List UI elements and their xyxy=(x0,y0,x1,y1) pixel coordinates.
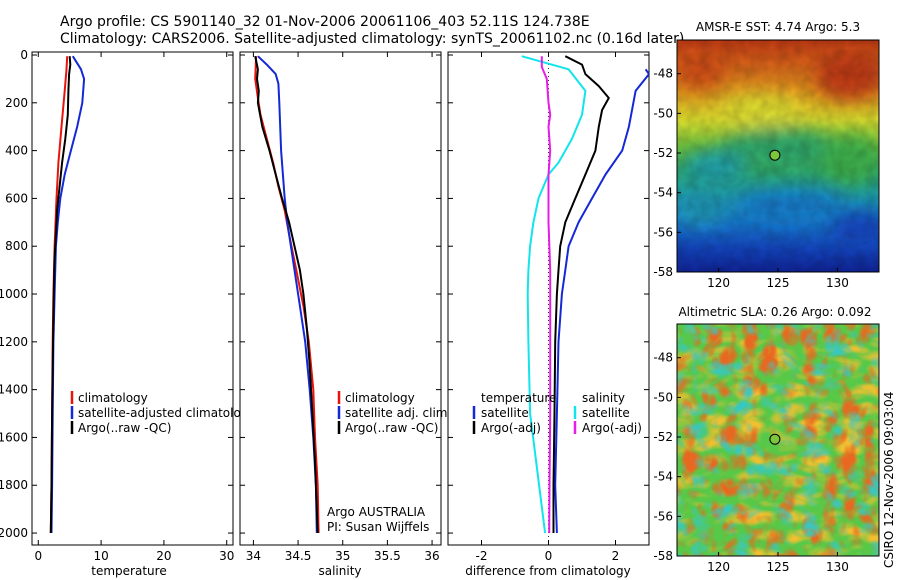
argo-float-marker xyxy=(769,149,781,161)
map-y-tick-label: -52 xyxy=(653,146,673,160)
map-y-tick-label: -50 xyxy=(653,106,673,120)
legend-argo-label: Argo(..raw -QC) xyxy=(345,421,438,435)
x-tick-label: 34.5 xyxy=(285,549,312,563)
series-line-salinity-argo-adj xyxy=(540,56,552,534)
map-x-tick-label: 120 xyxy=(707,276,730,290)
y-tick-label: 200 xyxy=(5,96,28,110)
map-x-tick-label: 125 xyxy=(767,276,790,290)
legend-satellite-label: satellite adj. clim. xyxy=(345,406,451,420)
argo-program-annotation: Argo AUSTRALIA xyxy=(327,505,426,519)
y-tick-label: 1400 xyxy=(0,383,28,397)
x-tick-label: 34 xyxy=(246,549,261,563)
series-line-temperature-argo-adj xyxy=(552,55,610,533)
temperature-panel: 0 10 20 30 0 200 400 600 800 1000 1200 1400 1600 1800… xyxy=(0,48,256,578)
footer-timestamp: CSIRO 12-Nov-2006 09:03:04 xyxy=(882,392,896,568)
difference-panel: -2 0 2 difference from climatology tempera… xyxy=(447,51,650,578)
x-tick-label: 35 xyxy=(335,549,350,563)
legend-sal-argo-label: Argo(-adj) xyxy=(582,421,642,435)
sla-map-panel: Altimetric SLA: 0.26 Argo: 0.092 120 125 1… xyxy=(653,305,880,574)
series-line-temperature-satellite xyxy=(554,68,649,534)
x-tick-label: 20 xyxy=(156,549,171,563)
x-tick-label: -2 xyxy=(476,549,488,563)
x-tick-label: 35.5 xyxy=(374,549,401,563)
map-y-tick-label: -48 xyxy=(653,67,673,81)
sla-map-title: Altimetric SLA: 0.26 Argo: 0.092 xyxy=(678,305,871,319)
legend-climatology-label: climatology xyxy=(78,391,148,405)
temperature-legend: climatology satellite-adjusted climatolo… xyxy=(70,391,256,435)
legend-sal-satellite-label: satellite xyxy=(582,406,630,420)
x-tick-label: 10 xyxy=(93,549,108,563)
legend-climatology-label: climatology xyxy=(345,391,415,405)
map-y-tick-label: -58 xyxy=(653,549,673,563)
map-y-tick-label: -58 xyxy=(653,265,673,279)
y-tick-label: 1600 xyxy=(0,430,28,444)
y-tick-label: 400 xyxy=(5,144,28,158)
map-y-tick-label: -56 xyxy=(653,509,673,523)
y-tick-label: 600 xyxy=(5,191,28,205)
y-tick-label: 1800 xyxy=(0,478,28,492)
argo-float-marker xyxy=(769,433,781,445)
x-tick-label: 30 xyxy=(219,549,234,563)
difference-legend: temperature satellite Argo(-adj) salinit… xyxy=(472,391,642,435)
series-line-argo-raw-qc xyxy=(49,56,72,534)
x-tick-label: 0 xyxy=(34,549,42,563)
x-tick-label: 36 xyxy=(424,549,439,563)
difference-xlabel: difference from climatology xyxy=(465,564,631,578)
y-tick-label: 800 xyxy=(5,239,28,253)
map-y-tick-label: -56 xyxy=(653,225,673,239)
map-y-tick-label: -50 xyxy=(653,390,673,404)
temperature-xlabel: temperature xyxy=(91,564,166,578)
y-tick-label: 1000 xyxy=(0,287,28,301)
y-tick-label: 1200 xyxy=(0,335,28,349)
legend-temperature-title: temperature xyxy=(481,391,556,405)
sst-map-field xyxy=(677,40,879,272)
map-y-tick-label: -54 xyxy=(653,186,673,200)
map-y-tick-label: -52 xyxy=(653,430,673,444)
legend-salinity-title: salinity xyxy=(582,391,625,405)
map-x-tick-label: 130 xyxy=(826,276,849,290)
y-tick-label: 0 xyxy=(20,48,28,62)
figure-title-line1: Argo profile: CS 5901140_32 01-Nov-2006 … xyxy=(60,14,590,30)
series-line-argo-raw-qc xyxy=(254,55,319,534)
salinity-plot-frame xyxy=(239,51,442,546)
salinity-xlabel: salinity xyxy=(318,564,361,578)
x-tick-label: 0 xyxy=(545,549,553,563)
map-x-tick-label: 120 xyxy=(707,560,730,574)
map-y-tick-label: -54 xyxy=(653,470,673,484)
sst-map-panel: AMSR-E SST: 4.74 Argo: 5.3 120 125 130 -48 -… xyxy=(653,20,880,290)
salinity-legend: climatology satellite adj. clim. Argo(..… xyxy=(337,391,451,435)
map-x-tick-label: 125 xyxy=(767,560,790,574)
legend-temp-argo-label: Argo(-adj) xyxy=(481,421,541,435)
map-x-tick-label: 130 xyxy=(826,560,849,574)
sst-map-title: AMSR-E SST: 4.74 Argo: 5.3 xyxy=(696,20,860,34)
series-line-salinity-satellite xyxy=(521,55,587,534)
legend-argo-label: Argo(..raw -QC) xyxy=(78,421,171,435)
salinity-panel: 34 34.5 35 35.5 36 salinity climatology sate… xyxy=(239,51,451,578)
x-tick-label: 2 xyxy=(612,549,620,563)
pi-annotation: PI: Susan Wijffels xyxy=(327,520,429,534)
y-tick-label: 2000 xyxy=(0,526,28,540)
legend-temp-satellite-label: satellite xyxy=(481,406,529,420)
figure-title-line2: Climatology: CARS2006. Satellite-adjuste… xyxy=(60,31,684,47)
legend-satellite-label: satellite-adjusted climatology xyxy=(78,406,256,420)
map-y-tick-label: -48 xyxy=(653,351,673,365)
